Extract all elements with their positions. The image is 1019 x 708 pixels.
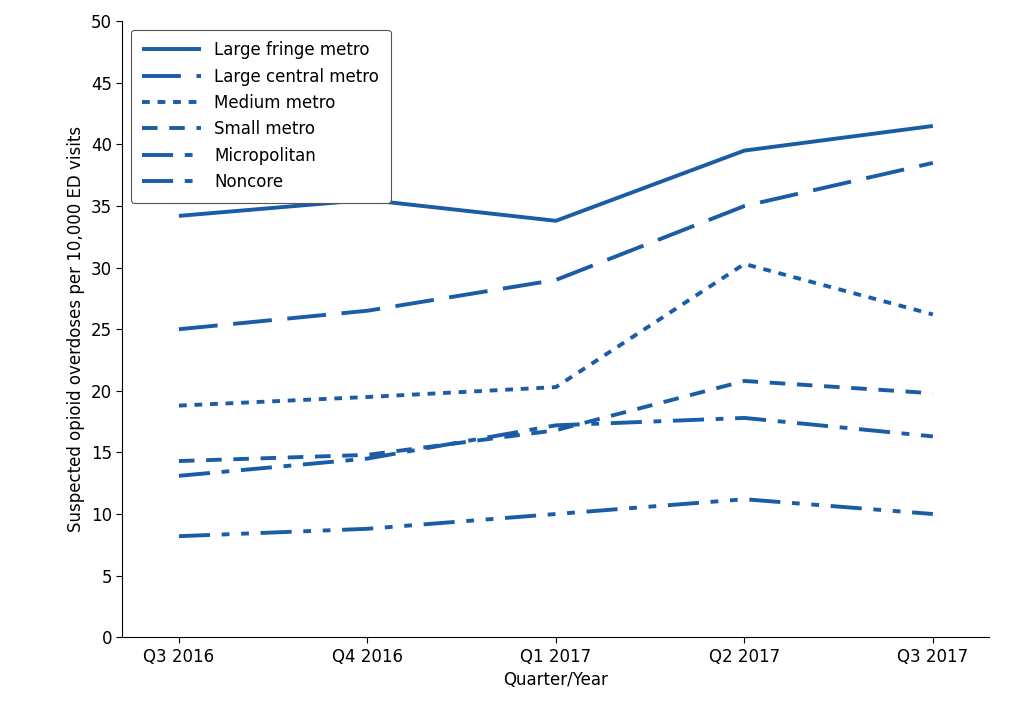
- Line: Large central metro: Large central metro: [178, 163, 932, 329]
- Noncore: [361, 525, 373, 533]
- Y-axis label: Suspected opioid overdoses per 10,000 ED visits: Suspected opioid overdoses per 10,000 ED…: [67, 126, 86, 532]
- Large central metro: [549, 275, 561, 284]
- Micropolitan: [738, 413, 750, 422]
- Noncore: [172, 532, 184, 540]
- Small metro: [738, 377, 750, 385]
- X-axis label: Quarter/Year: Quarter/Year: [503, 671, 607, 689]
- Small metro: [549, 426, 561, 435]
- Large fringe metro: [549, 217, 561, 225]
- Large fringe metro: [738, 147, 750, 155]
- Legend: Large fringe metro, Large central metro, Medium metro, Small metro, Micropolitan: Large fringe metro, Large central metro,…: [130, 30, 390, 202]
- Medium metro: [361, 393, 373, 401]
- Micropolitan: [172, 472, 184, 480]
- Micropolitan: [926, 432, 938, 440]
- Medium metro: [926, 310, 938, 319]
- Small metro: [361, 450, 373, 459]
- Medium metro: [172, 401, 184, 410]
- Large central metro: [926, 159, 938, 167]
- Medium metro: [549, 383, 561, 392]
- Line: Large fringe metro: Large fringe metro: [178, 126, 932, 221]
- Large central metro: [361, 307, 373, 315]
- Large fringe metro: [172, 212, 184, 220]
- Line: Micropolitan: Micropolitan: [178, 418, 932, 476]
- Line: Medium metro: Medium metro: [178, 264, 932, 406]
- Noncore: [926, 510, 938, 518]
- Medium metro: [738, 260, 750, 268]
- Noncore: [738, 495, 750, 503]
- Large fringe metro: [361, 195, 373, 204]
- Large fringe metro: [926, 122, 938, 130]
- Small metro: [926, 389, 938, 397]
- Micropolitan: [361, 455, 373, 463]
- Micropolitan: [549, 421, 561, 430]
- Large central metro: [738, 202, 750, 210]
- Noncore: [549, 510, 561, 518]
- Line: Small metro: Small metro: [178, 381, 932, 461]
- Small metro: [172, 457, 184, 465]
- Line: Noncore: Noncore: [178, 499, 932, 536]
- Large central metro: [172, 325, 184, 333]
